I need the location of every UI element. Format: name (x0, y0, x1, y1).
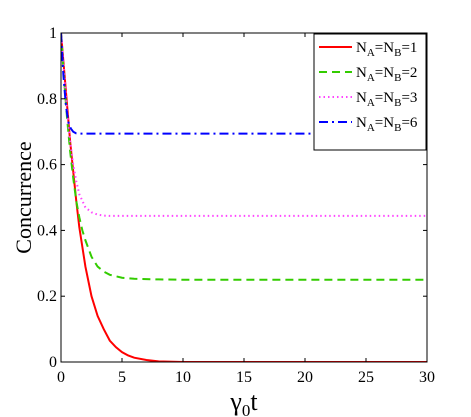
x-axis-label-sub: 0 (242, 401, 251, 417)
series-line-2 (61, 33, 427, 281)
legend-label-2: NA=NB=2 (356, 65, 417, 84)
legend-label-3: NA=NB=3 (356, 90, 417, 109)
y-tick-label: 0 (49, 354, 57, 371)
x-axis-label-main: γ (229, 387, 242, 416)
y-tick-label: 0.2 (37, 288, 57, 305)
y-tick-label: 0.6 (37, 157, 57, 174)
x-tick-label: 0 (57, 369, 65, 386)
legend-label-1: NA=NB=1 (356, 40, 417, 59)
y-axis-label: Concurrence (11, 141, 36, 253)
y-tick-label: 0.4 (37, 222, 57, 239)
legend-box (313, 33, 427, 151)
y-tick-label: 0.8 (37, 91, 57, 108)
legend-label-4: NA=NB=6 (356, 115, 418, 134)
legend: NA=NB=1 NA=NB=2 NA=NB=3 NA=NB=6 (313, 33, 427, 151)
x-tick-label: 5 (118, 369, 126, 386)
x-axis-label: γ0t (229, 387, 258, 417)
x-tick-label: 15 (236, 369, 252, 386)
series-layer (61, 33, 427, 362)
x-axis-label-tail: t (250, 387, 258, 416)
x-tick-label: 25 (358, 369, 374, 386)
x-tick-label: 30 (419, 369, 435, 386)
x-tick-label: 20 (297, 369, 313, 386)
x-tick-label: 10 (175, 369, 191, 386)
y-tick-label: 1 (49, 25, 57, 42)
series-line-4 (61, 33, 427, 135)
ticks-layer: 0 5 10 15 20 25 30 0 0.2 0.4 0.6 0.8 1 (37, 25, 435, 386)
